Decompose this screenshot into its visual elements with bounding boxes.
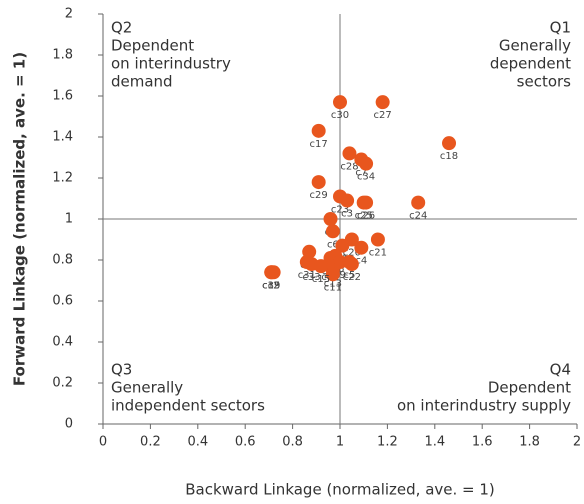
point (335, 238, 350, 253)
point-label: c18 (440, 151, 458, 162)
x-tick-label: 0.6 (235, 435, 256, 450)
y-tick-label: 1.6 (52, 89, 73, 104)
x-tick-label: 1 (336, 435, 344, 450)
x-tick-label: 2 (573, 435, 581, 450)
y-tick-label: 0.6 (52, 294, 73, 309)
point-label: c21 (369, 248, 387, 259)
y-tick-label: 0.2 (52, 376, 73, 391)
x-tick-label: 0.4 (187, 435, 208, 450)
y-tick-label: 0.8 (52, 253, 73, 268)
x-tick-label: 0.8 (282, 435, 303, 450)
point-label: c20 (343, 248, 361, 259)
quadrant-label: Dependent (111, 37, 194, 55)
point-label: c25 (355, 211, 373, 222)
point (325, 267, 340, 282)
quadrant-label: independent sectors (111, 397, 265, 415)
y-tick-label: 0 (65, 417, 73, 432)
point-label: c30 (331, 110, 349, 121)
y-axis-label: Forward Linkage (normalized, ave. = 1) (11, 52, 29, 386)
point-label: c23 (331, 204, 349, 215)
quadrant-label: dependent (490, 55, 571, 73)
y-tick-label: 2 (65, 7, 73, 22)
point-label: c3 (341, 209, 353, 220)
y-tick-label: 0.4 (52, 335, 73, 350)
x-axis-label: Backward Linkage (normalized, ave. = 1) (185, 481, 495, 499)
point-label: c15 (312, 274, 330, 285)
quadrant-label: Q1 (550, 19, 571, 37)
quadrant-label: Q4 (550, 361, 571, 379)
point (314, 259, 329, 274)
x-tick-label: 0 (99, 435, 107, 450)
point-label: c17 (310, 139, 328, 150)
point (411, 195, 426, 210)
point-label: c35 (262, 280, 280, 291)
y-tick-label: 1.2 (52, 171, 73, 186)
point (375, 95, 390, 110)
point (323, 212, 338, 226)
x-tick-label: 0.2 (140, 435, 161, 450)
point (311, 123, 326, 138)
point (325, 224, 340, 239)
point (333, 95, 347, 110)
point-label: c6 (327, 239, 339, 250)
point-label: c27 (374, 110, 392, 121)
point-label: c2 (268, 280, 280, 291)
point-label: c24 (409, 211, 427, 222)
quadrant-label: Dependent (488, 379, 571, 397)
quadrant-label: Generally (111, 379, 183, 397)
point (264, 265, 279, 280)
point-label: c7 (355, 168, 367, 179)
point-label: c26 (357, 211, 375, 222)
point-label: c31 (298, 270, 316, 281)
quadrant-label: Generally (499, 37, 571, 55)
quadrant-label: on interindustry (111, 55, 231, 73)
point (311, 175, 326, 190)
point-label: c33 (302, 272, 320, 283)
point (370, 232, 385, 247)
quadrant-label: Q3 (111, 361, 132, 379)
point (354, 240, 369, 255)
point (359, 156, 374, 171)
point (359, 195, 374, 210)
point-label: c22 (343, 272, 361, 283)
x-tick-label: 1.6 (472, 435, 493, 450)
y-tick-label: 1.8 (52, 48, 73, 63)
point-label: c28 (340, 161, 358, 172)
quadrant-label: demand (111, 73, 173, 91)
x-tick-label: 1.4 (424, 435, 445, 450)
x-tick-label: 1.2 (377, 435, 398, 450)
point (344, 257, 359, 272)
x-tick-label: 1.8 (519, 435, 540, 450)
y-tick-label: 1 (65, 212, 73, 227)
point (442, 136, 457, 151)
point-label: c9 (334, 270, 346, 281)
point-label: c5 (344, 270, 356, 281)
quadrant-label: on interindustry supply (397, 397, 571, 415)
point-label: c19 (262, 280, 280, 291)
point-label: c34 (357, 172, 375, 183)
point-label: c29 (310, 190, 328, 201)
point (342, 146, 357, 161)
quadrant-label: sectors (517, 73, 572, 91)
point-label: c11 (324, 282, 342, 293)
point-label: c13 (324, 278, 342, 289)
point (340, 193, 355, 208)
quadrant-label: Q2 (111, 19, 132, 37)
y-tick-label: 1.4 (52, 130, 73, 145)
point-label: c4 (355, 256, 367, 267)
